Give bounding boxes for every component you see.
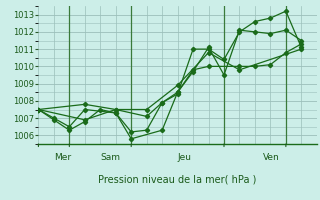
Text: Jeu: Jeu <box>178 153 192 162</box>
Text: Mer: Mer <box>54 153 71 162</box>
Text: Pression niveau de la mer( hPa ): Pression niveau de la mer( hPa ) <box>99 174 257 184</box>
Text: Sam: Sam <box>100 153 120 162</box>
Text: Ven: Ven <box>263 153 279 162</box>
